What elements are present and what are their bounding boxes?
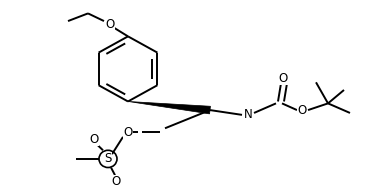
Text: O: O bbox=[123, 126, 133, 139]
Text: O: O bbox=[89, 133, 99, 146]
Text: O: O bbox=[278, 72, 288, 85]
Text: O: O bbox=[106, 18, 114, 31]
Text: N: N bbox=[244, 108, 252, 121]
Text: S: S bbox=[104, 152, 112, 165]
Text: O: O bbox=[111, 175, 121, 188]
Polygon shape bbox=[128, 102, 210, 114]
Text: O: O bbox=[297, 104, 307, 117]
